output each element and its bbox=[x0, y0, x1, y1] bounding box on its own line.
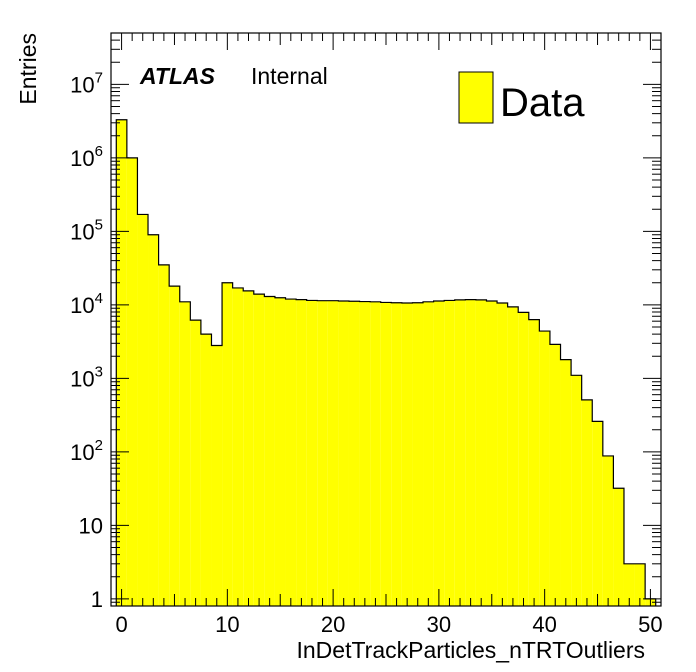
histogram-bar bbox=[137, 214, 149, 606]
x-tick-label: 20 bbox=[321, 612, 345, 637]
x-tick-label: 40 bbox=[532, 612, 556, 637]
histogram-bar bbox=[497, 303, 508, 606]
histogram-bar bbox=[169, 286, 180, 606]
histogram-bars bbox=[115, 119, 657, 606]
histogram-bar bbox=[423, 301, 434, 606]
histogram-bar bbox=[190, 320, 201, 606]
histogram-bar bbox=[264, 296, 275, 606]
y-tick-label: 104 bbox=[70, 290, 103, 318]
y-tick-label: 107 bbox=[70, 69, 103, 97]
histogram-bar bbox=[370, 301, 381, 606]
histogram-bar bbox=[528, 319, 540, 606]
histogram-bar bbox=[211, 345, 223, 606]
histogram-bar bbox=[549, 344, 561, 606]
histogram-bar bbox=[518, 312, 529, 606]
histogram-bar bbox=[454, 299, 466, 606]
histogram-bar bbox=[348, 301, 360, 606]
histogram-bar bbox=[412, 302, 424, 606]
histogram-bar bbox=[158, 264, 170, 606]
histogram-bar bbox=[126, 157, 138, 606]
histogram-bar bbox=[475, 299, 487, 606]
x-tick-labels: 0 10 20 30 40 50 bbox=[115, 612, 662, 637]
histogram-bar bbox=[391, 302, 402, 606]
histogram-bar bbox=[380, 302, 392, 606]
legend-swatch-data bbox=[458, 71, 494, 124]
y-tick-label: 105 bbox=[70, 216, 103, 244]
histogram-bar bbox=[433, 300, 445, 606]
y-tick-label: 106 bbox=[70, 143, 103, 171]
y-tick-labels: 1 10 102 103 104 105 106 107 bbox=[70, 69, 103, 612]
histogram-bar bbox=[444, 300, 455, 606]
histogram-bar bbox=[592, 421, 603, 606]
histogram-bar bbox=[200, 334, 212, 606]
histogram-bar bbox=[274, 297, 286, 606]
y-tick-label: 10 bbox=[79, 513, 103, 538]
x-tick-label: 10 bbox=[215, 612, 239, 637]
histogram-bar bbox=[327, 300, 339, 606]
x-axis-label: InDetTrackParticles_nTRTOutliers bbox=[296, 637, 645, 663]
histogram-bar bbox=[613, 488, 624, 606]
legend-label-data: Data bbox=[500, 81, 585, 125]
histogram-bar bbox=[253, 294, 265, 606]
atlas-internal-label: Internal bbox=[251, 63, 328, 89]
y-axis-label: Entries bbox=[15, 33, 41, 105]
x-tick-label: 50 bbox=[638, 612, 662, 637]
histogram-bar bbox=[571, 375, 582, 606]
histogram-bar bbox=[338, 300, 349, 606]
y-tick-label: 103 bbox=[70, 363, 103, 391]
histogram-bar bbox=[317, 300, 328, 606]
x-tick-label: 0 bbox=[115, 612, 127, 637]
atlas-label: ATLAS bbox=[139, 63, 216, 89]
histogram-bar bbox=[148, 234, 159, 606]
y-tick-label: 1 bbox=[91, 587, 103, 612]
histogram-bar bbox=[486, 300, 498, 606]
histogram-bar bbox=[179, 301, 191, 606]
histogram-bar bbox=[634, 563, 646, 606]
histogram-bar bbox=[602, 455, 614, 606]
histogram-bar bbox=[581, 399, 593, 606]
histogram-bar bbox=[401, 303, 413, 606]
histogram-bar bbox=[296, 299, 307, 606]
histogram-bar bbox=[560, 359, 572, 606]
histogram-bar bbox=[623, 563, 635, 606]
histogram-bar bbox=[222, 282, 233, 606]
histogram-bar bbox=[116, 119, 127, 606]
histogram-outline bbox=[115, 119, 657, 606]
histogram-bar bbox=[507, 306, 519, 606]
histogram-bar bbox=[285, 299, 297, 606]
axis-ticks bbox=[110, 32, 662, 607]
histogram-bar bbox=[232, 287, 244, 606]
histogram-bar bbox=[359, 301, 371, 606]
y-tick-label: 102 bbox=[70, 437, 103, 465]
histogram-bar bbox=[243, 290, 254, 606]
histogram-bar bbox=[306, 300, 318, 606]
x-tick-label: 30 bbox=[427, 612, 451, 637]
histogram-bar bbox=[539, 331, 550, 606]
histogram-bar bbox=[465, 299, 476, 606]
